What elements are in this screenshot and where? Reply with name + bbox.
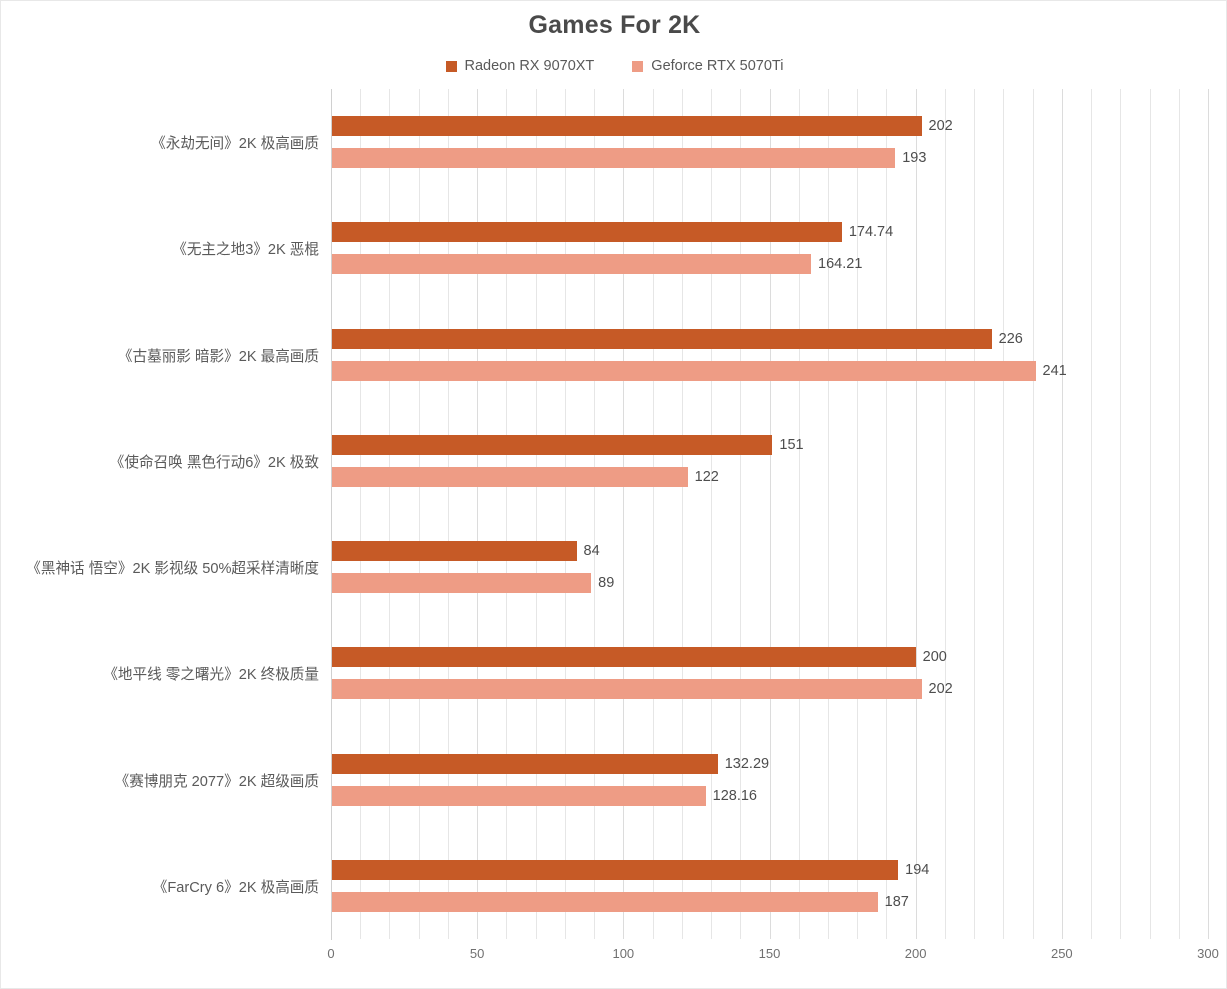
- bar-series1[interactable]: [331, 116, 922, 137]
- category-label: 《FarCry 6》2K 极高画质: [152, 879, 319, 896]
- gridline-minor: [1003, 89, 1005, 939]
- value-axis-line: [331, 89, 332, 940]
- value-axis-tick-label: 50: [469, 946, 485, 961]
- gridlines: [331, 89, 1209, 939]
- gridline-major: [1208, 89, 1209, 939]
- gridline-minor: [564, 89, 566, 939]
- gridline-minor: [857, 89, 859, 939]
- legend-swatch-icon: [632, 60, 644, 72]
- gridline-minor: [389, 89, 391, 939]
- gridline-minor: [506, 89, 508, 939]
- gridline-minor: [1149, 89, 1151, 939]
- value-axis-tick-label: 300: [1197, 946, 1219, 961]
- gridline-major: [915, 89, 917, 939]
- bar-value-label: 132.29: [724, 755, 770, 772]
- bar-value-label: 164.21: [818, 256, 863, 273]
- bar-series1[interactable]: [331, 541, 577, 562]
- bar-series1[interactable]: [331, 647, 916, 668]
- value-axis-tick-label: 100: [612, 946, 635, 961]
- bar-series1[interactable]: [331, 859, 899, 880]
- chart-legend: Radeon RX 9070XT Geforce RTX 5070Ti: [1, 58, 1227, 74]
- bar-value-label: 226: [998, 330, 1023, 347]
- value-axis-tick-label: 250: [1050, 946, 1073, 961]
- bar-series1[interactable]: [331, 434, 773, 455]
- gridline-minor: [1032, 89, 1034, 939]
- legend-label-series1: Radeon RX 9070XT: [464, 58, 595, 74]
- gridline-minor: [827, 89, 829, 939]
- bar-value-label: 202: [928, 118, 953, 135]
- value-axis-ticks: 0 50 100 150 200 250 300: [327, 940, 1218, 970]
- bar-value-label: 174.74: [848, 224, 894, 241]
- category-label: 《古墓丽影 暗影》2K 最高画质: [117, 348, 319, 365]
- bar-value-label: 89: [598, 575, 615, 592]
- bar-series2[interactable]: [331, 360, 1036, 381]
- bar-value-label: 194: [905, 861, 930, 878]
- category-axis-labels: 《永劫无间》2K 极高画质《无主之地3》2K 恶棍《古墓丽影 暗影》2K 最高画…: [1, 89, 319, 939]
- gridline-minor: [1091, 89, 1093, 939]
- bar-value-label: 241: [1042, 362, 1067, 379]
- gridline-minor: [535, 89, 537, 939]
- gridline-major: [769, 89, 771, 939]
- chart-title: Games For 2K: [528, 11, 701, 39]
- bar-series2[interactable]: [331, 679, 922, 700]
- gridline-minor: [360, 89, 362, 939]
- bar-series1[interactable]: [331, 222, 842, 243]
- category-label: 《使命召唤 黑色行动6》2K 极致: [109, 454, 319, 471]
- gridline-minor: [447, 89, 449, 939]
- bar-series2[interactable]: [331, 254, 812, 275]
- bar-series1[interactable]: [331, 328, 992, 349]
- gridline-major: [477, 89, 479, 939]
- value-axis-tick-label: 200: [904, 946, 927, 961]
- legend-item-series2[interactable]: Geforce RTX 5070Ti: [632, 58, 783, 74]
- gridline-minor: [798, 89, 800, 939]
- category-label: 《地平线 零之曙光》2K 终极质量: [103, 667, 319, 684]
- gridline-major: [623, 89, 625, 939]
- gridline-minor: [594, 89, 596, 939]
- bar-value-label: 84: [583, 543, 600, 560]
- gridline-minor: [1120, 89, 1122, 939]
- bar-series2[interactable]: [331, 785, 706, 806]
- bar-series2[interactable]: [331, 891, 878, 912]
- legend-label-series2: Geforce RTX 5070Ti: [651, 58, 784, 74]
- bar-series2[interactable]: [331, 573, 592, 594]
- gridline-major: [1061, 89, 1063, 939]
- bar-series1[interactable]: [331, 753, 718, 774]
- legend-swatch-icon: [445, 60, 457, 72]
- category-label: 《永劫无间》2K 极高画质: [151, 136, 319, 153]
- bar-series2[interactable]: [331, 466, 688, 487]
- bar-value-label: 187: [884, 893, 909, 910]
- gridline-minor: [740, 89, 742, 939]
- gridline-minor: [944, 89, 946, 939]
- legend-item-series1[interactable]: Radeon RX 9070XT: [445, 58, 595, 74]
- category-label: 《黑神话 悟空》2K 影视级 50%超采样清晰度: [26, 561, 319, 578]
- bar-value-label: 128.16: [712, 787, 757, 804]
- category-label: 《赛博朋克 2077》2K 超级画质: [114, 773, 319, 790]
- category-label: 《无主之地3》2K 恶棍: [172, 242, 319, 259]
- bar-value-label: 202: [928, 681, 953, 698]
- value-axis-tick-label: 150: [758, 946, 781, 961]
- gridline-minor: [711, 89, 713, 939]
- gridline-minor: [418, 89, 420, 939]
- gridline-minor: [681, 89, 683, 939]
- plot-area: 202 193 174.74 164.21 226 241 151 122 84 89 200 202…: [331, 89, 1209, 939]
- bar-value-label: 122: [694, 468, 719, 485]
- gridline-minor: [652, 89, 654, 939]
- bar-value-label: 200: [922, 649, 947, 666]
- gridline-minor: [886, 89, 888, 939]
- gridline-minor: [1178, 89, 1180, 939]
- bar-value-label: 193: [902, 150, 927, 167]
- bar-value-label: 151: [779, 436, 804, 453]
- bar-series2[interactable]: [331, 148, 896, 169]
- gridline-minor: [974, 89, 976, 939]
- value-axis-tick-label: 0: [327, 946, 335, 961]
